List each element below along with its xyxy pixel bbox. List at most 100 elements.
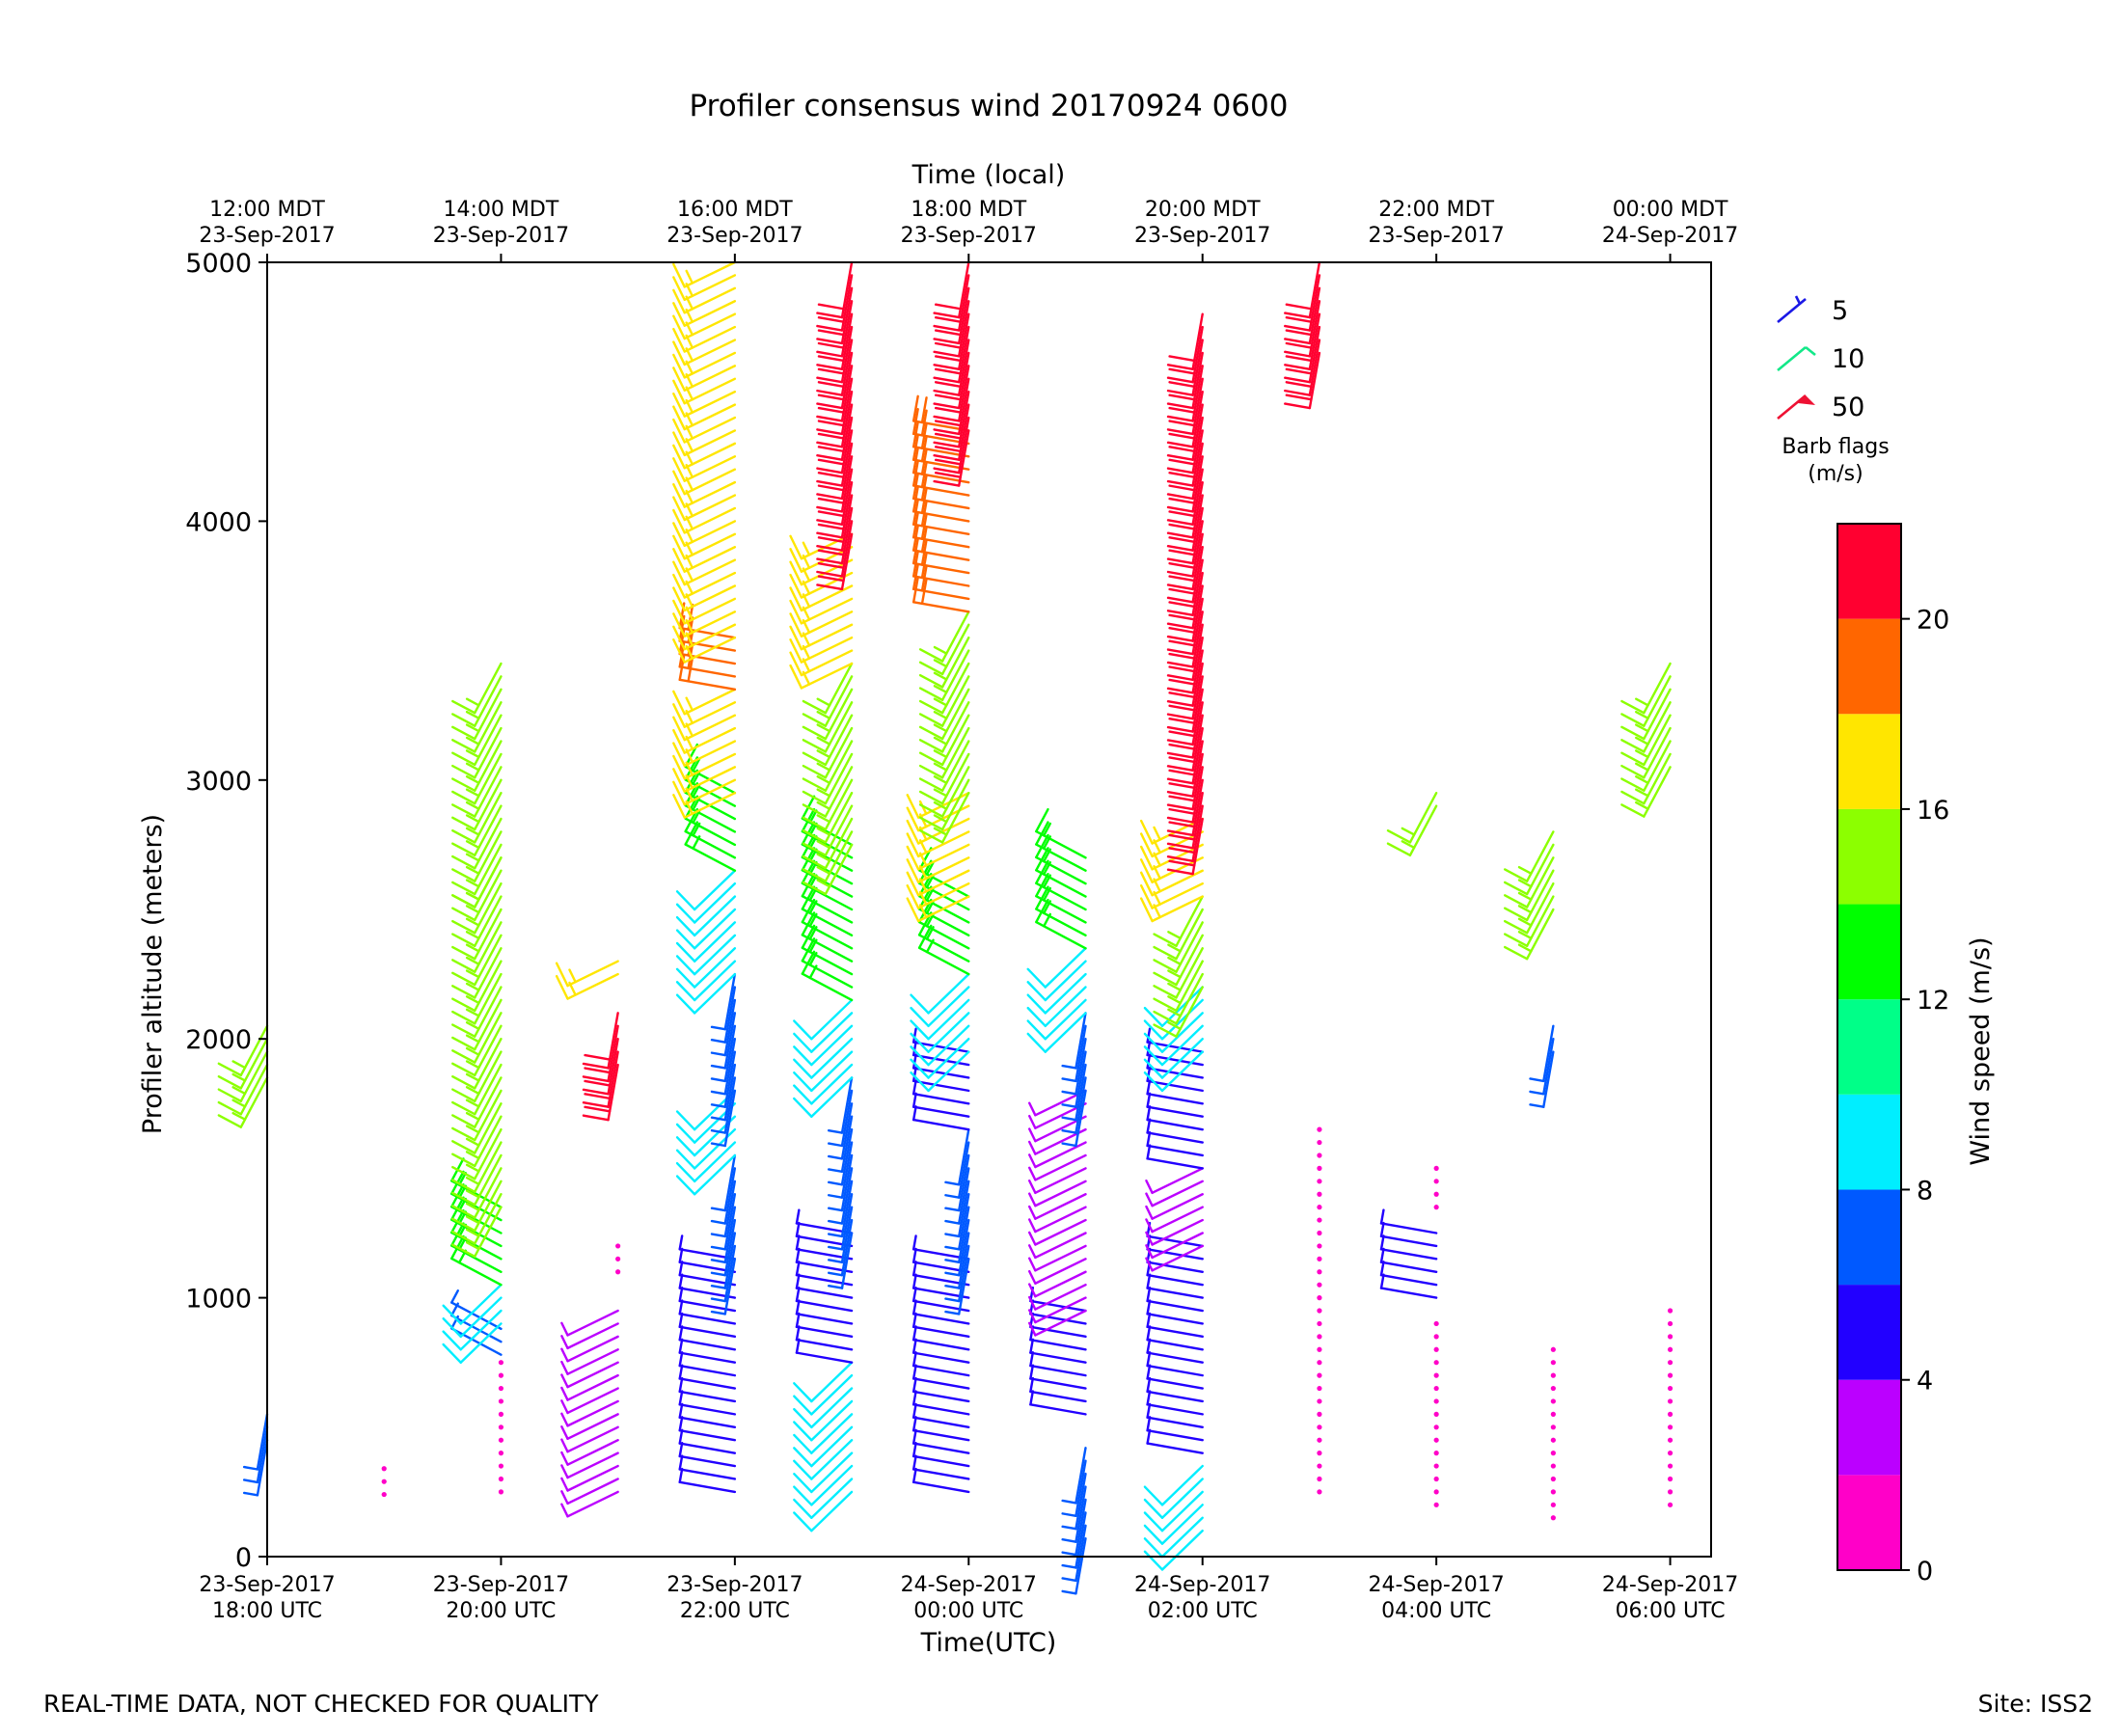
barb-staff (1146, 1351, 1204, 1364)
barb-full (1168, 510, 1196, 518)
barb-full (451, 764, 476, 779)
barb-full (1143, 1019, 1164, 1041)
barb-full (672, 302, 686, 327)
calm-wind-marker (1317, 1320, 1322, 1327)
barb-half (710, 1039, 726, 1044)
barb-staff (1044, 1012, 1087, 1053)
barb-full (1620, 764, 1646, 779)
legend-title-line2: (m/s) (1808, 462, 1863, 486)
calm-wind-marker (1433, 1360, 1439, 1366)
barb-full (1620, 713, 1646, 727)
barb-full (451, 842, 476, 857)
barb-staff (795, 1339, 854, 1351)
barb-staff (1075, 1485, 1087, 1543)
barb-full (1168, 782, 1196, 789)
barb-full (918, 816, 944, 831)
barb-full (789, 638, 803, 664)
barb-full (793, 1498, 813, 1519)
barb-half (465, 1099, 480, 1108)
calm-wind-marker (498, 1437, 504, 1443)
barb-full (906, 794, 920, 819)
barb-half (944, 1271, 961, 1277)
barb-staff (566, 1413, 619, 1441)
barb-staff (1146, 1364, 1204, 1377)
barb-full (1166, 829, 1194, 837)
barb-full (933, 415, 961, 422)
barb-full (817, 536, 845, 544)
barb-full (451, 881, 476, 896)
barb-staff (566, 1373, 619, 1401)
barb-staff (1075, 1076, 1087, 1134)
barb-full (918, 699, 944, 715)
barb-full (1153, 1010, 1178, 1025)
barb-full (672, 728, 686, 754)
barb-full (672, 353, 686, 379)
barb-staff (810, 1399, 854, 1442)
barb-full (1153, 985, 1178, 999)
barb-half (911, 1442, 917, 1458)
barb-full (1035, 807, 1049, 833)
barb-staff (1029, 1364, 1087, 1377)
barb-staff (723, 986, 737, 1044)
calm-wind-marker (1667, 1334, 1673, 1340)
legend-label: 5 (1832, 296, 1848, 326)
calm-wind-marker (1667, 1360, 1673, 1366)
barb-staff (958, 1153, 970, 1212)
barb-full (672, 405, 686, 431)
barb-half (911, 1390, 917, 1406)
barb-full (793, 1071, 813, 1093)
barb-staff (810, 1439, 854, 1480)
barb-full (672, 573, 686, 599)
barb-full (918, 751, 944, 767)
barb-staff (1034, 1309, 1087, 1337)
barb-staff (1146, 1416, 1204, 1429)
barb-full (672, 470, 686, 496)
barb-full (816, 479, 844, 487)
barb-full (1166, 364, 1194, 370)
barb-full (675, 981, 696, 1002)
barb-half (465, 1060, 480, 1070)
barb-full (816, 544, 844, 552)
barb-half (685, 696, 694, 712)
barb-full (1168, 692, 1196, 699)
barb-full (789, 599, 803, 625)
barb-staff (1146, 1390, 1204, 1403)
calm-wind-marker (1317, 1256, 1322, 1261)
barb-staff (723, 1232, 737, 1289)
barb-half (1145, 1244, 1154, 1260)
barb-half (795, 1299, 801, 1316)
barb-full (675, 1110, 696, 1131)
top-axis-label: Time (local) (911, 160, 1066, 190)
calm-wind-marker (1550, 1463, 1556, 1469)
barb-half (710, 1310, 726, 1316)
barb-staff (1075, 1012, 1087, 1070)
barb-half (944, 1207, 961, 1212)
barb-full (672, 560, 686, 586)
barb-half (1061, 1077, 1077, 1083)
barb-half (816, 865, 831, 875)
barb-full (451, 1036, 476, 1051)
barb-staff (1146, 1287, 1204, 1299)
barb-full (1143, 1485, 1164, 1506)
calm-wind-marker (498, 1451, 504, 1456)
calm-wind-marker (615, 1243, 621, 1249)
barb-staff (958, 1244, 970, 1303)
barb-half (911, 1351, 917, 1368)
barb-half (828, 1259, 844, 1263)
barb-full (934, 420, 962, 427)
barb-half (911, 1105, 917, 1122)
barb-half (1061, 1589, 1077, 1595)
barb-half (465, 762, 480, 772)
barb-full (584, 1105, 612, 1113)
calm-wind-marker (1550, 1411, 1556, 1417)
barb-half (1146, 1105, 1152, 1122)
barb-staff (795, 1351, 854, 1364)
barb-staff (566, 1478, 619, 1505)
barb-staff (810, 1076, 854, 1118)
barb-half (911, 1286, 917, 1303)
barb-full (918, 725, 944, 741)
barb-staff (566, 1451, 619, 1479)
barb-full (1026, 981, 1047, 1002)
barb-full (817, 561, 845, 569)
barb-half (925, 861, 935, 876)
